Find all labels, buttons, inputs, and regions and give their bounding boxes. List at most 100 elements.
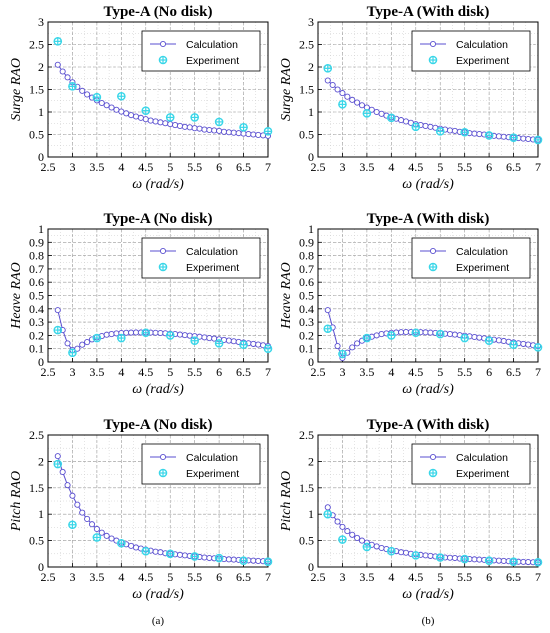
series-experiment <box>53 325 273 357</box>
experiment-point <box>411 551 421 560</box>
y-tick-label: 0.5 <box>29 289 44 303</box>
experiment-point <box>460 127 469 137</box>
experiment-point <box>190 552 199 561</box>
experiment-point <box>214 553 224 563</box>
experiment-point <box>165 331 175 340</box>
x-tick-label: 3.5 <box>359 160 374 174</box>
experiment-point <box>214 117 224 127</box>
legend-label-calculation: Calculation <box>186 39 238 51</box>
y-tick-label: 2 <box>38 60 44 74</box>
chart-panel-5: Type-A (No disk) 2.5 3 3.5 4 4.5 5 5.5 6 6.5 7 0 0.5… <box>9 417 273 602</box>
legend: Calculation Experiment <box>411 443 531 485</box>
calculation-point <box>250 340 257 347</box>
calculation-point <box>118 108 125 115</box>
legend-calculation-marker <box>159 453 167 461</box>
y-tick-label: 0.5 <box>29 128 44 142</box>
calculation-point <box>451 331 458 338</box>
calculation-point <box>446 331 454 338</box>
x-tick-label: 4 <box>118 570 124 584</box>
x-tick-label: 4.5 <box>138 160 153 174</box>
experiment-point <box>165 549 175 559</box>
x-tick-label: 7 <box>535 365 541 379</box>
y-axis-label: Pitch RAO <box>9 471 24 532</box>
y-tick-label: 1.5 <box>29 481 44 495</box>
series-experiment <box>323 324 543 359</box>
calculation-point <box>128 329 135 336</box>
experiment-point <box>362 542 372 552</box>
legend: Calculation Experiment <box>411 30 531 72</box>
calculation-point <box>54 307 61 314</box>
calculation-point <box>98 99 105 107</box>
calculation-point <box>74 501 81 508</box>
y-tick-label: 0.8 <box>29 249 44 263</box>
calculation-point <box>471 556 478 563</box>
legend: Calculation Experiment <box>141 443 261 485</box>
experiment-point <box>338 535 347 544</box>
x-tick-label: 3.5 <box>89 570 104 584</box>
y-tick-label: 0.5 <box>29 534 44 548</box>
experiment-point <box>435 127 445 136</box>
calculation-point <box>358 537 366 544</box>
x-tick-label: 7 <box>535 570 541 584</box>
legend-box <box>411 237 531 279</box>
calculation-point <box>324 307 331 314</box>
x-tick-label: 4 <box>388 570 394 584</box>
calculation-point <box>500 133 507 140</box>
legend-box <box>141 237 261 279</box>
legend-label-calculation: Calculation <box>186 452 238 464</box>
calculation-point <box>79 509 86 516</box>
x-tick-label: 3.5 <box>89 160 104 174</box>
calculation-point <box>339 90 346 97</box>
x-tick-label: 4 <box>388 160 394 174</box>
x-tick-label: 6.5 <box>236 160 251 174</box>
y-tick-label: 2 <box>38 454 44 468</box>
calculation-point <box>69 492 76 499</box>
calculation-point <box>225 129 232 136</box>
x-tick-label: 5.5 <box>457 160 472 174</box>
x-tick-label: 5.5 <box>187 365 202 379</box>
calculation-point <box>181 552 188 559</box>
legend-label-experiment: Experiment <box>186 262 239 274</box>
calculation-point <box>181 332 188 339</box>
x-tick-label: 3.5 <box>89 365 104 379</box>
chart-title: Type-A (With disk) <box>367 4 490 20</box>
y-tick-label: 0 <box>308 150 314 164</box>
x-tick-label: 2.5 <box>41 365 56 379</box>
calculation-point <box>324 504 331 511</box>
y-tick-label: 2 <box>308 454 314 468</box>
x-tick-label: 3.5 <box>359 365 374 379</box>
x-tick-label: 6.5 <box>506 160 521 174</box>
y-tick-label: 0 <box>308 355 314 369</box>
x-tick-label: 3 <box>69 160 75 174</box>
calculation-point <box>476 334 483 341</box>
x-tick-label: 5.5 <box>187 570 202 584</box>
y-tick-label: 3 <box>308 15 314 29</box>
calculation-point <box>157 329 164 337</box>
legend-experiment-marker <box>158 262 168 272</box>
calculation-point <box>250 131 257 138</box>
calculation-point <box>344 528 351 535</box>
calculation-point <box>446 127 454 134</box>
calculation-point <box>206 554 213 562</box>
calculation-point <box>344 93 351 100</box>
experiment-point <box>68 348 77 357</box>
legend-label-experiment: Experiment <box>456 468 509 480</box>
calculation-point <box>354 534 361 542</box>
x-tick-label: 6.5 <box>236 365 251 379</box>
calculation-point <box>230 556 237 563</box>
series-calculation <box>54 61 272 139</box>
calculation-point <box>64 340 71 347</box>
x-tick-label: 5 <box>167 365 173 379</box>
calculation-point <box>339 523 346 530</box>
experiment-point <box>509 340 518 350</box>
calculation-point <box>358 102 366 109</box>
legend-label-calculation: Calculation <box>186 246 238 258</box>
experiment-point <box>460 554 469 564</box>
y-tick-label: 2.5 <box>299 38 314 52</box>
x-tick-label: 2.5 <box>41 160 56 174</box>
legend-box <box>141 30 261 72</box>
calculation-point <box>427 329 434 336</box>
x-tick-label: 3 <box>69 570 75 584</box>
calculation-point <box>255 341 262 348</box>
